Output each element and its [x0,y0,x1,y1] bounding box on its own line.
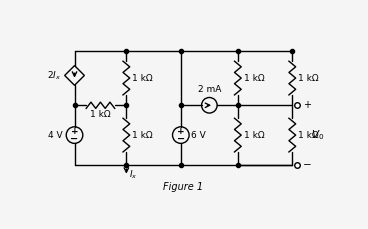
Text: 1 kΩ: 1 kΩ [298,74,319,82]
Text: 1 kΩ: 1 kΩ [298,131,319,140]
Text: +: + [302,100,311,110]
Text: −: − [302,160,311,170]
Text: $2I_x$: $2I_x$ [47,69,61,82]
Text: $V_0$: $V_0$ [311,128,325,142]
Text: 1 kΩ: 1 kΩ [90,110,111,120]
Text: 1 kΩ: 1 kΩ [132,74,153,82]
Text: 4 V: 4 V [48,131,63,140]
Text: −: − [70,134,79,144]
Text: 2 mA: 2 mA [198,85,221,94]
Text: 1 kΩ: 1 kΩ [132,131,153,140]
Text: +: + [71,127,78,136]
Text: +: + [177,127,185,136]
Text: 1 kΩ: 1 kΩ [244,74,264,82]
Text: $I_x$: $I_x$ [129,169,138,181]
Text: −: − [177,134,185,144]
Text: 6 V: 6 V [191,131,205,140]
Text: Figure 1: Figure 1 [163,182,204,192]
Text: 1 kΩ: 1 kΩ [244,131,264,140]
